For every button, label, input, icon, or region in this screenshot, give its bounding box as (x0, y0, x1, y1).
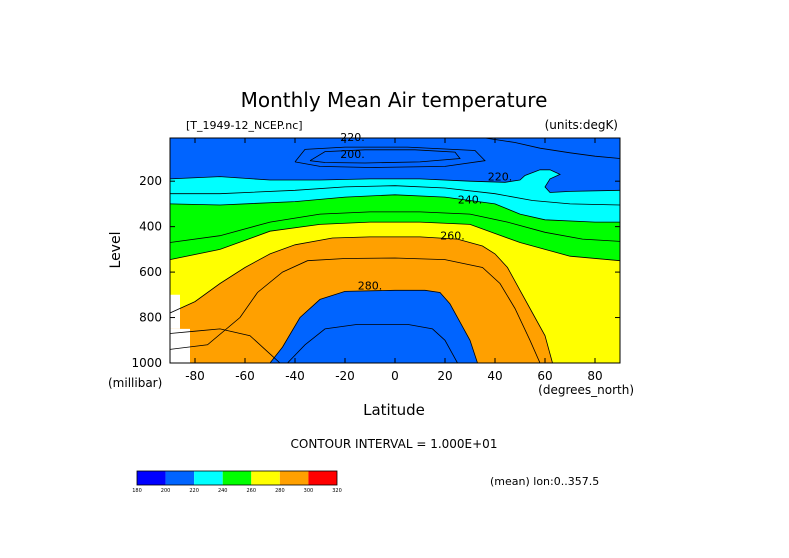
contour-260-280 (170, 236, 553, 363)
contour-fill-missing-b (170, 328, 190, 363)
svg-text:200.: 200. (340, 148, 365, 161)
contour-label: 200. (340, 148, 365, 161)
colorbar-tick-label: 180 (132, 488, 142, 494)
colorbar-swatch (308, 471, 337, 485)
colorbar-swatch (251, 471, 280, 485)
contour-label: 220. (340, 131, 365, 144)
contour-label: 260. (440, 230, 465, 243)
y-tick-label: 400 (139, 220, 162, 234)
contour-250 (170, 211, 620, 243)
x-tick-label: 20 (437, 369, 452, 383)
file-label: [T_1949-12_NCEP.nc] (186, 119, 303, 132)
svg-text:220.: 220. (488, 171, 513, 184)
units-label: (units:degK) (545, 118, 618, 132)
contour-fill-260-280K (170, 222, 620, 363)
x-tick-label: -80 (185, 369, 205, 383)
colorbar-tick-label: 240 (218, 488, 228, 494)
colorbar: 180 200 220 240 260 280 300 320 (132, 470, 342, 494)
y-axis-title: Level (108, 232, 124, 269)
x-tick-label: -60 (235, 369, 255, 383)
contour-270 (170, 257, 541, 363)
colorbar-tick-label: 220 (189, 488, 199, 494)
contour-fill-220-240K (170, 169, 620, 223)
x-tick-label: -20 (335, 369, 355, 383)
colorbar-tick-label: 200 (161, 488, 171, 494)
svg-text:220.: 220. (340, 131, 365, 144)
colorbar-frame (136, 470, 338, 486)
svg-text:280.: 280. (358, 280, 383, 293)
contour-interval-note: CONTOUR INTERVAL = 1.000E+01 (291, 437, 498, 451)
colorbar-swatch (137, 471, 166, 485)
contour-fill-missing-a (170, 294, 180, 329)
x-axis-unit: (degrees_north) (538, 383, 634, 397)
colorbar-tick-label: 260 (247, 488, 257, 494)
contour-230 (170, 185, 620, 206)
mean-note: (mean) lon:0..357.5 (490, 475, 599, 488)
contour-290 (287, 323, 458, 363)
x-tick-label: 40 (487, 369, 502, 383)
colorbar-swatch (165, 471, 195, 485)
contour-below-200 (309, 149, 461, 164)
contour-upper-right (484, 138, 620, 159)
contour-around-min (294, 146, 486, 168)
contour-240-260 (170, 221, 620, 262)
contour-label: 220. (488, 171, 513, 184)
colorbar-swatch (279, 471, 309, 485)
colorbar-tick-label: 300 (304, 488, 314, 494)
x-axis: -80 -60 -40 -20 0 20 40 60 80 (185, 138, 603, 383)
x-axis-title: Latitude (363, 401, 425, 419)
contour-label: 280. (358, 280, 383, 293)
svg-text:260.: 260. (440, 230, 465, 243)
contour-fills (170, 138, 620, 363)
svg-text:240.: 240. (458, 193, 483, 206)
colorbar-tick-label: 320 (332, 488, 342, 494)
contour-left-low (170, 328, 281, 363)
contour-fill-280-290K (170, 236, 553, 363)
y-tick-label: 200 (139, 174, 162, 188)
y-tick-label: 800 (139, 311, 162, 325)
contour-220-240 (170, 194, 620, 223)
x-tick-label: 60 (537, 369, 552, 383)
contour-200-220 (170, 169, 620, 193)
colorbar-tick-label: 280 (275, 488, 285, 494)
x-tick-label: 0 (391, 369, 399, 383)
y-axis-unit: (millibar) (108, 376, 162, 390)
contour-labels: 220. 200. 220. 240. 260. 280. (340, 131, 512, 293)
colorbar-swatch (194, 471, 223, 485)
x-tick-label: -40 (285, 369, 305, 383)
y-tick-label: 1000 (131, 356, 162, 370)
x-tick-label: 80 (587, 369, 602, 383)
y-axis: 200 400 600 800 1000 (131, 174, 620, 370)
plot-area (170, 138, 620, 363)
colorbar-swatch (222, 471, 252, 485)
contour-fill-240-260K (170, 194, 620, 261)
y-tick-label: 600 (139, 265, 162, 279)
contour-lines (170, 138, 620, 363)
contour-280-290 (269, 289, 478, 363)
chart-title: Monthly Mean Air temperature (241, 88, 548, 112)
contour-label: 240. (458, 193, 483, 206)
contour-fill-200-220K (170, 138, 620, 193)
